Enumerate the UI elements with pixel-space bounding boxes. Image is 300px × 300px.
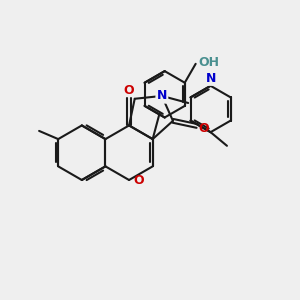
Text: O: O <box>133 173 144 187</box>
Text: O: O <box>124 84 134 97</box>
Text: OH: OH <box>198 56 219 69</box>
Text: O: O <box>198 122 209 135</box>
Text: N: N <box>206 72 216 85</box>
Text: N: N <box>157 89 167 102</box>
